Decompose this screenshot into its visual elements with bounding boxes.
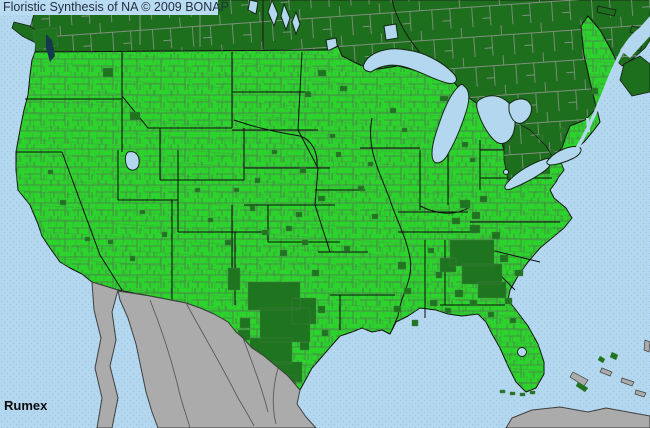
bahamas-green <box>575 351 619 393</box>
dark-counties-pacific-northwest <box>32 27 141 121</box>
region-mexico-caribbean <box>91 281 650 428</box>
georgian-bay <box>508 98 532 124</box>
gulf-of-st-lawrence <box>620 16 650 58</box>
lake-champlain <box>586 118 590 132</box>
lake-huron <box>476 95 516 145</box>
lake-st-clair <box>503 169 509 175</box>
great-salt-lake <box>124 151 140 171</box>
lake-erie <box>504 158 552 191</box>
lake-winnipeg-group <box>247 0 301 36</box>
dark-counties-southeast-cluster <box>439 224 524 305</box>
species-label: Rumex <box>4 398 48 413</box>
mexico-state-borders <box>149 299 279 428</box>
florida-keys <box>499 389 536 397</box>
great-lakes <box>46 16 650 357</box>
lake-michigan <box>431 84 470 164</box>
missouri-river <box>233 119 318 168</box>
baja-california <box>91 281 119 428</box>
lake-okeechobee <box>517 347 527 357</box>
lake-superior <box>362 48 457 84</box>
nova-scotia <box>619 55 650 97</box>
lake-ontario <box>546 146 582 166</box>
region-canada <box>11 0 650 183</box>
puget-sound <box>46 34 55 62</box>
cuba <box>505 406 650 428</box>
map-title: Floristic Synthesis of NA © 2009 BONAP <box>0 0 229 15</box>
dark-counties-mississippi-valley <box>393 195 517 327</box>
ohio-river <box>419 205 471 214</box>
lake-nipigon <box>383 23 399 41</box>
